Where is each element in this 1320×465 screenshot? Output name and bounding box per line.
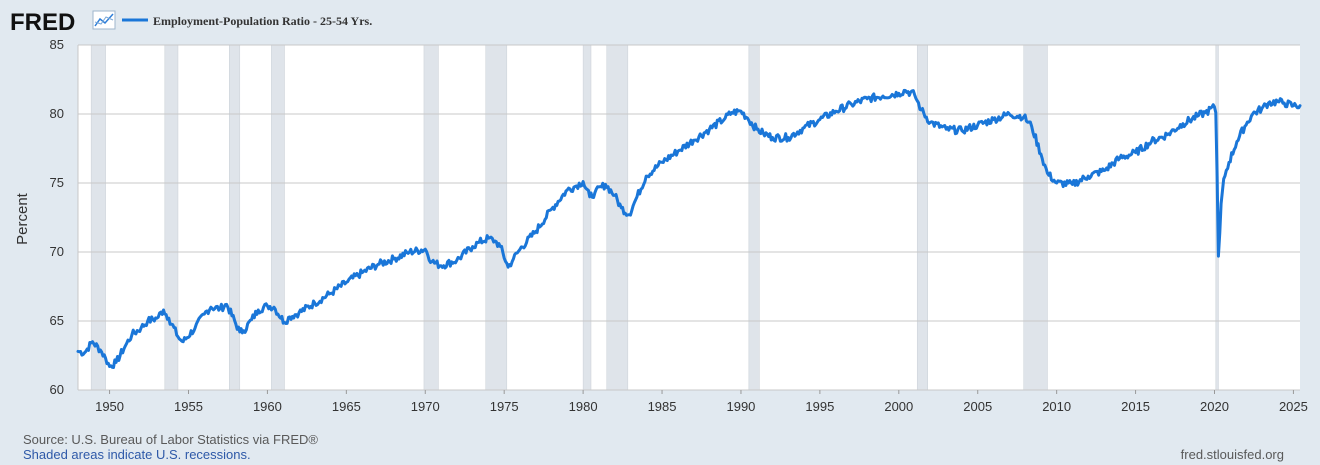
x-axis-ticks: 1950 1955 1960 1965 1970 1975 1980 1985 1990 1995…	[95, 390, 1308, 414]
y-tick-label-85: 85	[50, 37, 64, 52]
y-tick-label-70: 70	[50, 244, 64, 259]
legend: Employment-Population Ratio - 25-54 Yrs.	[122, 14, 372, 28]
recession-band-2	[164, 44, 179, 391]
x-tick-label-1970: 1970	[411, 399, 440, 414]
line-chart-icon	[92, 10, 116, 30]
series-line-employment-population-ratio	[76, 88, 1302, 369]
site-link[interactable]: fred.stlouisfed.org	[1180, 447, 1284, 462]
x-tick-label-2010: 2010	[1042, 399, 1071, 414]
recession-band-7	[582, 44, 592, 391]
source-text: Source: U.S. Bureau of Labor Statistics …	[23, 432, 318, 447]
x-tick-label-1990: 1990	[726, 399, 755, 414]
x-tick-label-1965: 1965	[332, 399, 361, 414]
recession-band-3	[229, 44, 241, 391]
y-tick-label-60: 60	[50, 382, 64, 397]
fred-logo[interactable]: FRED	[10, 9, 116, 36]
x-tick-label-1975: 1975	[490, 399, 519, 414]
x-tick-label-1960: 1960	[253, 399, 282, 414]
y-tick-label-80: 80	[50, 106, 64, 121]
x-tick-label-1985: 1985	[648, 399, 677, 414]
x-tick-label-1955: 1955	[174, 399, 203, 414]
x-tick-label-1950: 1950	[95, 399, 124, 414]
y-tick-label-75: 75	[50, 175, 64, 190]
recession-band-11	[1023, 44, 1048, 391]
recession-band-10	[916, 44, 928, 391]
employment-population-chart: FRED Employment-Population Ratio - 25-54…	[10, 9, 1308, 414]
gridlines	[77, 44, 1300, 391]
plot-area	[78, 45, 1300, 390]
x-tick-label-1980: 1980	[569, 399, 598, 414]
y-axis-label: Percent	[14, 192, 31, 245]
recession-band-5	[423, 44, 439, 391]
x-tick-label-2005: 2005	[963, 399, 992, 414]
x-tick-label-2015: 2015	[1121, 399, 1150, 414]
x-tick-label-2020: 2020	[1200, 399, 1229, 414]
y-axis-ticks: 60 65 70 75 80 85	[50, 37, 64, 397]
recession-band-6	[485, 44, 508, 391]
recession-band-8	[606, 44, 629, 391]
y-tick-label-65: 65	[50, 313, 64, 328]
x-tick-label-2025: 2025	[1279, 399, 1308, 414]
recession-note: Shaded areas indicate U.S. recessions.	[23, 447, 251, 462]
recession-band-9	[748, 44, 760, 391]
legend-label: Employment-Population Ratio - 25-54 Yrs.	[153, 14, 372, 28]
recession-band-1	[90, 44, 106, 391]
x-tick-label-1995: 1995	[805, 399, 834, 414]
recession-bands	[90, 44, 1219, 391]
x-tick-label-2000: 2000	[884, 399, 913, 414]
fred-logo-text: FRED	[10, 9, 75, 36]
recession-band-4	[271, 44, 285, 391]
